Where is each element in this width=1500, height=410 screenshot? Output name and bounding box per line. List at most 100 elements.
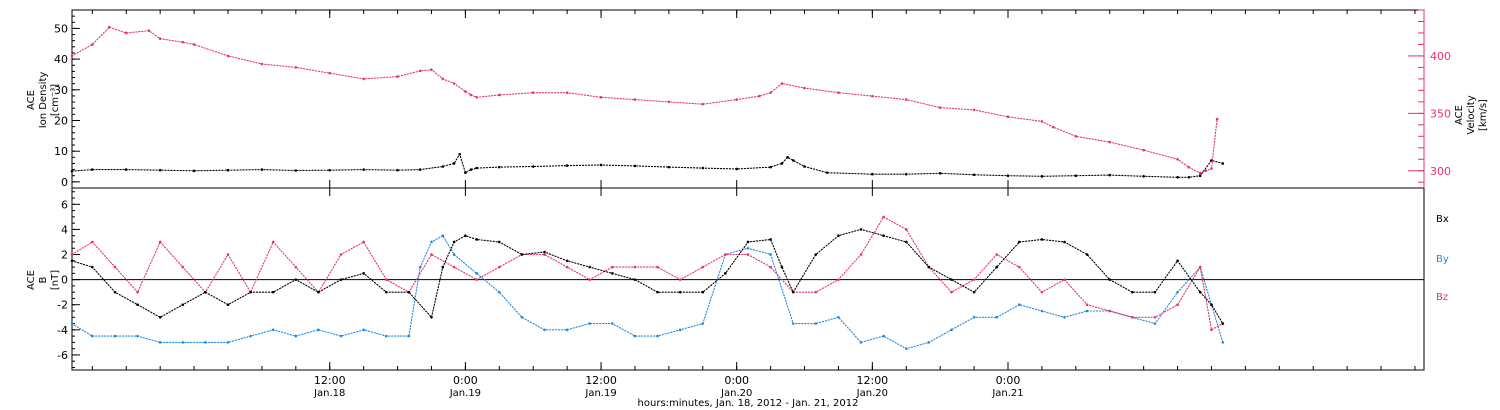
ion-density-series-point bbox=[469, 168, 473, 171]
bx-series-point bbox=[701, 290, 705, 294]
bz-series-point bbox=[158, 240, 162, 244]
top-right-tick-label: 400 bbox=[1430, 50, 1451, 63]
velocity-series-point bbox=[633, 98, 637, 101]
by-series-point bbox=[181, 341, 185, 344]
by-series-point bbox=[611, 322, 614, 325]
ion-density-series-point bbox=[791, 159, 795, 162]
velocity-series-point bbox=[1051, 125, 1055, 129]
velocity-series-point bbox=[1215, 117, 1219, 121]
velocity-series-point bbox=[769, 91, 772, 94]
by-series-point bbox=[339, 334, 343, 338]
bx-series-point bbox=[837, 234, 840, 237]
bz-series-point bbox=[91, 240, 94, 244]
bx-series-point bbox=[181, 303, 185, 307]
velocity-series-point bbox=[735, 98, 738, 101]
x-tick-date-label: Jan.20 bbox=[856, 388, 888, 399]
bz-series-point bbox=[769, 265, 772, 269]
by-series-line bbox=[71, 234, 1224, 350]
velocity-series-point bbox=[701, 102, 705, 106]
x-tick-time-label: 0:00 bbox=[996, 374, 1021, 387]
ion-density-series-point bbox=[599, 163, 603, 167]
bx-series-point bbox=[113, 290, 117, 294]
by-series-point bbox=[294, 334, 298, 338]
ion-density-series-point bbox=[396, 168, 399, 172]
bz-series-point bbox=[362, 240, 365, 244]
top-series bbox=[70, 25, 1225, 179]
by-series-point bbox=[452, 253, 456, 256]
bz-series-point bbox=[475, 278, 478, 281]
velocity-series-point bbox=[871, 94, 874, 98]
ion-density-series-point bbox=[667, 165, 671, 169]
by-series-point bbox=[791, 322, 795, 325]
bx-series-point bbox=[656, 290, 659, 294]
x-tick-time-label: 12:00 bbox=[856, 374, 888, 387]
bz-series-point bbox=[543, 253, 546, 256]
bz-series-point bbox=[113, 265, 117, 269]
velocity-series-point bbox=[565, 91, 569, 94]
by-series-point bbox=[565, 328, 569, 332]
ion-density-series-point bbox=[498, 165, 501, 169]
bx-series-point bbox=[339, 278, 343, 281]
x-tick-time-label: 12:00 bbox=[314, 374, 346, 387]
x-axis: 12:00Jan.180:00Jan.1912:00Jan.190:00Jan.… bbox=[91, 10, 1416, 399]
bx-series-point bbox=[1108, 278, 1112, 281]
bz-series-point bbox=[633, 265, 637, 269]
velocity-series-point bbox=[1040, 120, 1044, 123]
bz-series-line bbox=[71, 216, 1224, 331]
by-series-point bbox=[317, 328, 320, 332]
ion-density-series-point bbox=[362, 168, 365, 171]
bx-series-point bbox=[407, 290, 411, 294]
top-left-ylabel: ACE Ion Density [cm⁻³] bbox=[26, 72, 61, 129]
bx-series-point bbox=[972, 290, 976, 294]
by-series-point bbox=[678, 328, 682, 332]
ion-density-series-point bbox=[328, 168, 332, 172]
bx-series-point bbox=[441, 265, 445, 269]
top-panel-frame bbox=[71, 9, 1425, 189]
ion-density-series-point bbox=[294, 169, 298, 172]
bz-series-point bbox=[1153, 315, 1157, 319]
ion-density-series-point bbox=[458, 152, 462, 156]
bz-series-point bbox=[1040, 290, 1044, 294]
by-series-point bbox=[1063, 315, 1066, 319]
bz-series-point bbox=[1131, 315, 1134, 319]
by-series-point bbox=[407, 334, 411, 338]
bx-series-point bbox=[678, 290, 682, 294]
velocity-series-point bbox=[803, 86, 806, 90]
velocity-series-line bbox=[71, 26, 1218, 174]
bx-series-point bbox=[498, 240, 501, 244]
bottom-left-tick-label: 4 bbox=[61, 223, 68, 236]
bx-series-point bbox=[249, 290, 252, 294]
bz-series-point bbox=[1198, 265, 1202, 269]
bx-series-point bbox=[1040, 238, 1044, 241]
top-left-ylabel-line1: ACE bbox=[26, 90, 37, 110]
bx-series-point bbox=[452, 240, 456, 244]
bx-series-point bbox=[91, 265, 94, 269]
bx-series-point bbox=[1063, 240, 1066, 244]
velocity-series-point bbox=[124, 31, 128, 35]
bx-series-point bbox=[271, 290, 275, 294]
velocity-series-point bbox=[226, 54, 230, 58]
bz-series-point bbox=[724, 253, 727, 256]
ion-density-series-point bbox=[803, 165, 806, 168]
velocity-series-point bbox=[1108, 140, 1112, 144]
bz-series-point bbox=[837, 278, 840, 281]
bz-series-point bbox=[1018, 265, 1021, 269]
bx-series-point bbox=[769, 238, 772, 241]
bottom-left-tick-label: 2 bbox=[61, 249, 68, 262]
by-series-point bbox=[904, 347, 908, 350]
ion-density-series-point bbox=[452, 162, 456, 165]
velocity-series-point bbox=[1210, 167, 1213, 170]
velocity-series-point bbox=[362, 77, 365, 81]
ion-density-series-point bbox=[418, 168, 422, 171]
top-right-ylabel-line1: ACE bbox=[1454, 105, 1465, 125]
velocity-series-point bbox=[452, 82, 456, 85]
bx-series-point bbox=[543, 250, 546, 254]
top-left-ylabel-line3: [cm⁻³] bbox=[50, 84, 61, 116]
legend-bz: Bz bbox=[1436, 292, 1448, 303]
bx-series-point bbox=[611, 272, 614, 275]
ion-density-series-point bbox=[464, 171, 467, 174]
velocity-series-point bbox=[1142, 148, 1145, 152]
ion-density-series-point bbox=[91, 168, 94, 171]
bx-series-point bbox=[1018, 240, 1021, 244]
bx-series-point bbox=[780, 265, 784, 269]
